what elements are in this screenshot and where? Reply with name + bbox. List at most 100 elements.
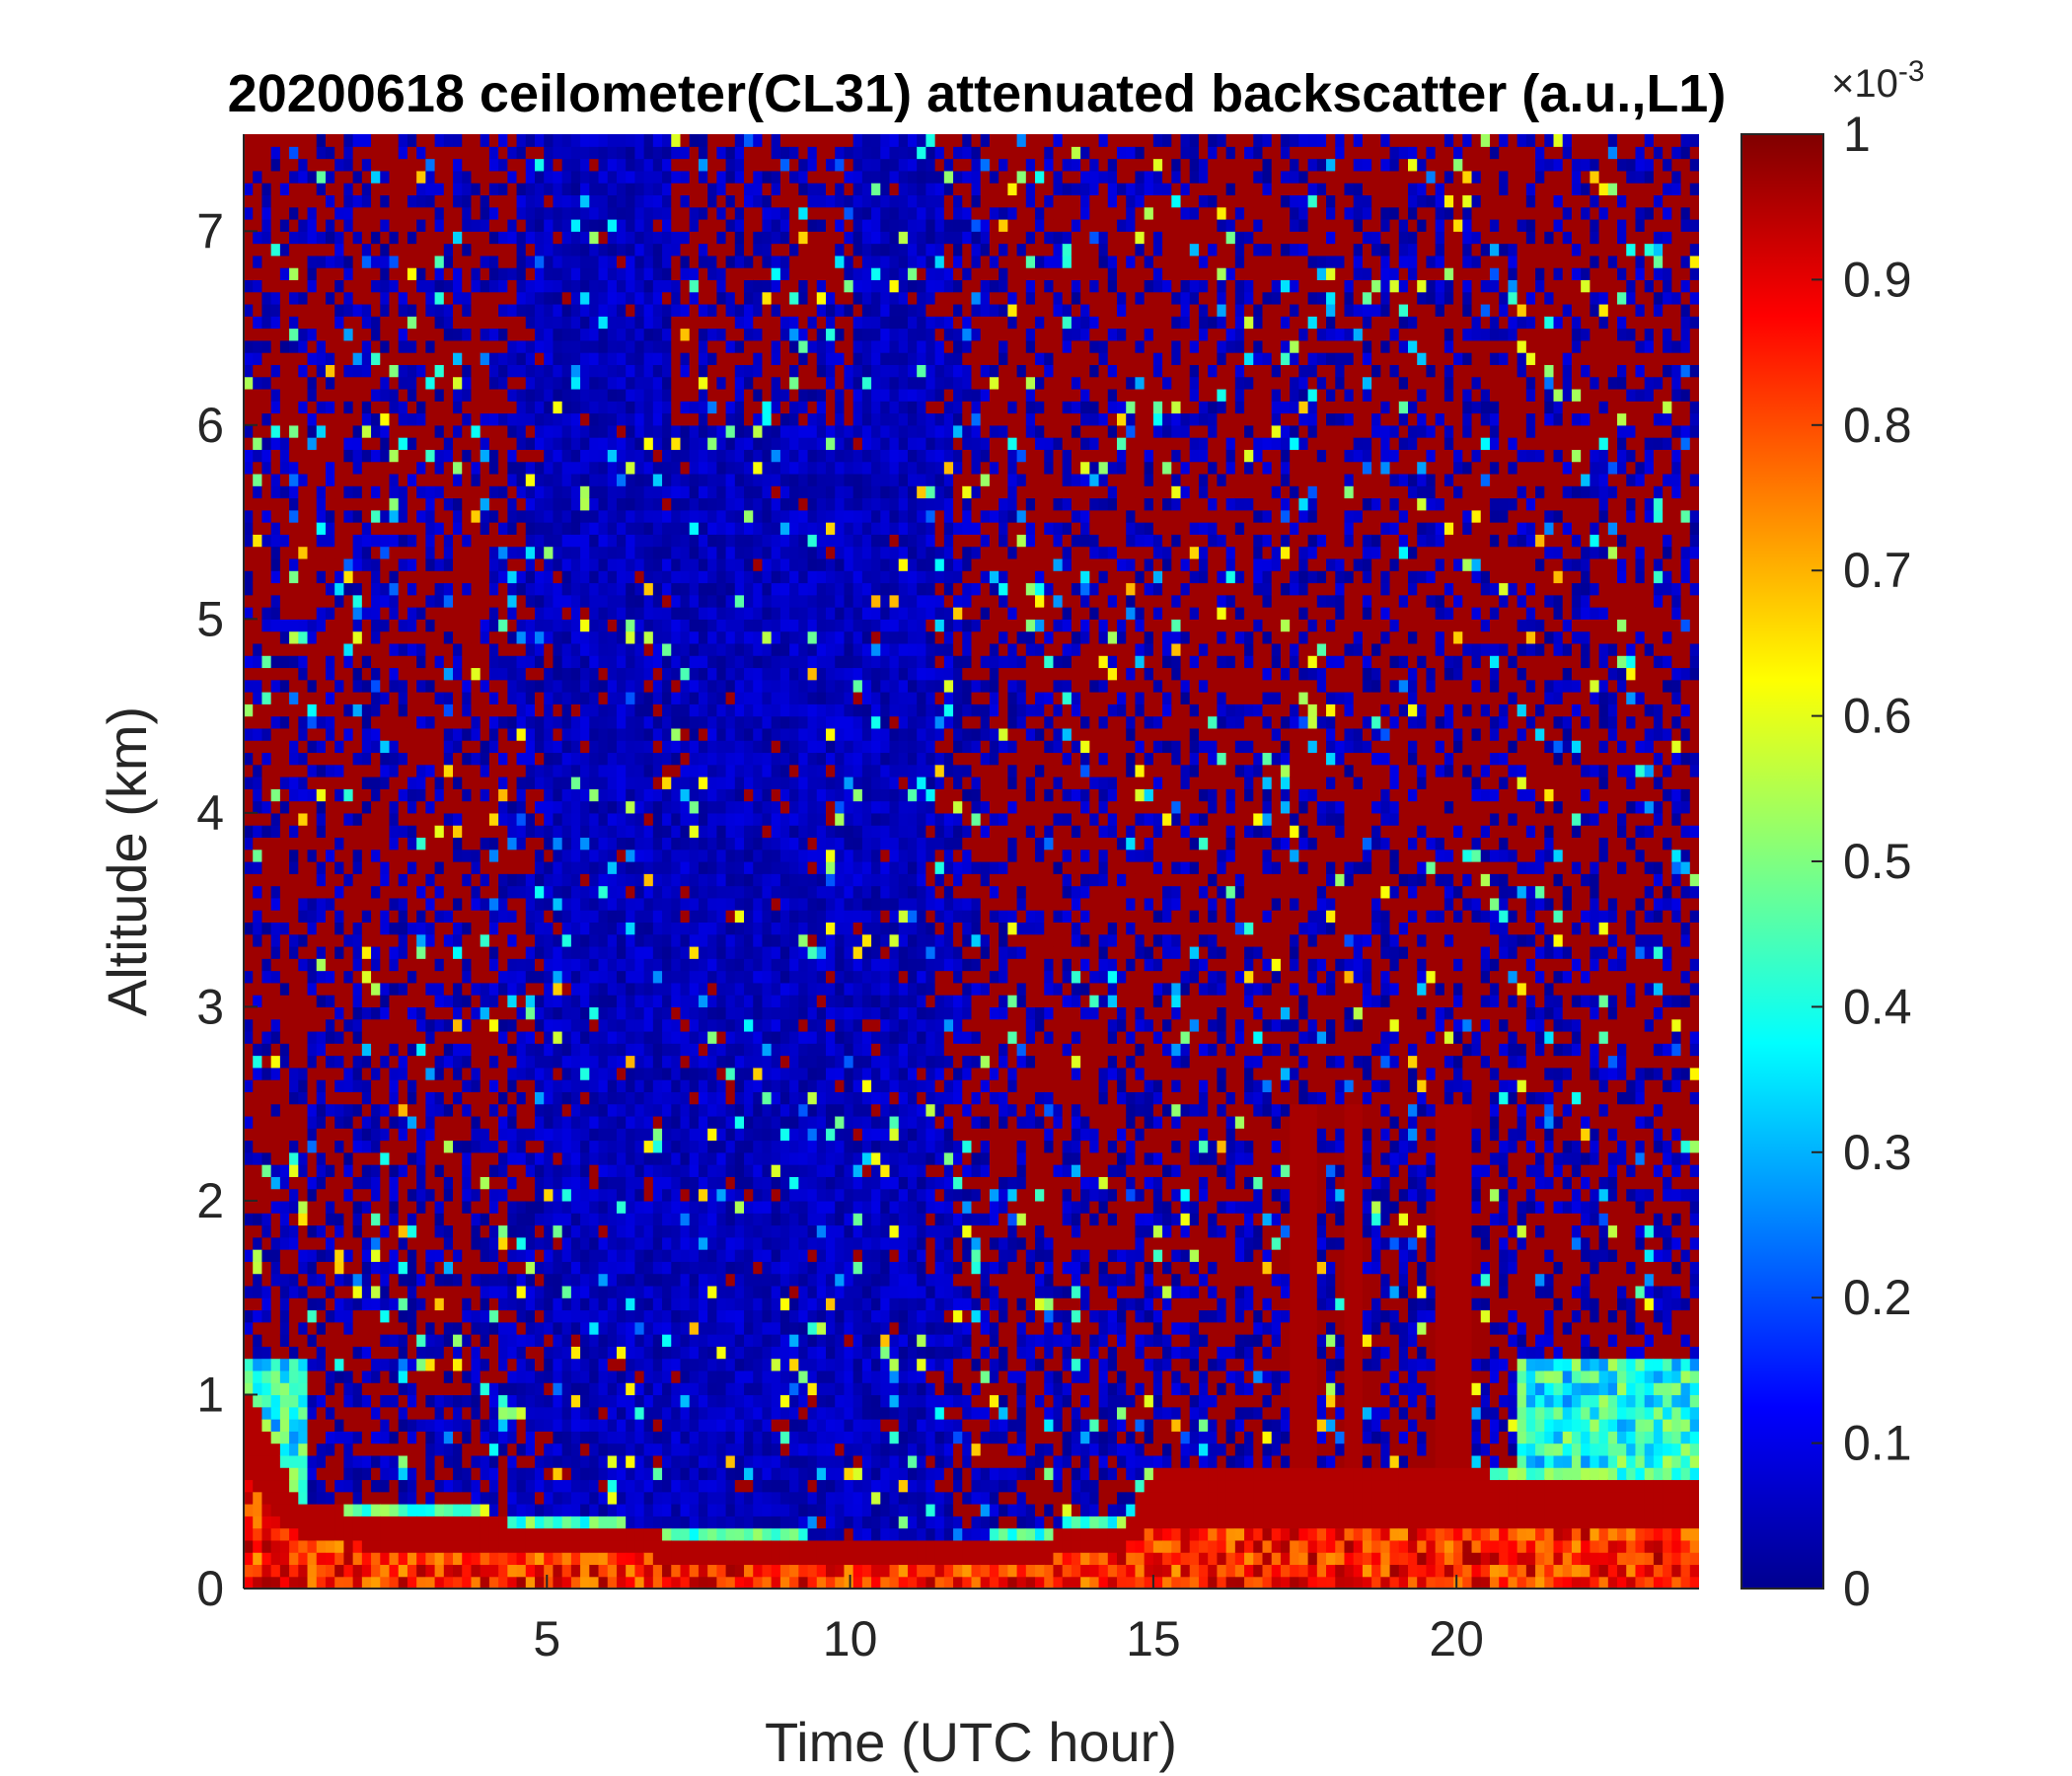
heatmap-cell <box>389 1067 400 1080</box>
heatmap-cell <box>443 873 454 887</box>
heatmap-cell <box>307 630 318 644</box>
heatmap-cell <box>443 788 454 802</box>
heatmap-cell <box>570 1346 581 1360</box>
heatmap-cell <box>389 1419 400 1432</box>
heatmap-cell <box>307 1358 318 1371</box>
heatmap-cell <box>516 1079 527 1092</box>
heatmap-cell <box>352 1055 363 1069</box>
heatmap-cell <box>398 570 408 584</box>
heatmap-cell <box>289 1176 299 1190</box>
heatmap-cell <box>270 619 281 632</box>
heatmap-cell <box>298 1334 309 1347</box>
heatmap-cell <box>471 316 481 330</box>
heatmap-cell <box>544 885 555 899</box>
heatmap-cell <box>307 837 318 851</box>
heatmap-cell <box>307 1321 318 1335</box>
heatmap-cell <box>453 1382 463 1396</box>
heatmap-cell <box>553 1369 563 1383</box>
heatmap-cell <box>261 607 272 620</box>
heatmap-cell <box>453 376 463 390</box>
heatmap-cell <box>398 1369 408 1383</box>
heatmap-cell <box>279 461 290 475</box>
heatmap-cell <box>462 303 473 317</box>
heatmap-cell <box>398 1382 408 1396</box>
heatmap-cell <box>480 1309 490 1323</box>
heatmap-cell <box>316 218 327 232</box>
heatmap-cell <box>589 692 600 704</box>
heatmap-cell <box>570 1297 581 1311</box>
heatmap-cell <box>570 1128 581 1142</box>
heatmap-cell <box>434 1479 445 1493</box>
heatmap-cell <box>462 1552 473 1566</box>
heatmap-cell <box>289 1479 299 1493</box>
heatmap-cell <box>598 388 609 402</box>
heatmap-cell <box>462 1224 473 1238</box>
heatmap-cell <box>553 970 563 984</box>
heatmap-cell <box>516 1576 527 1589</box>
heatmap-cell <box>416 352 426 365</box>
heatmap-cell <box>371 703 381 717</box>
heatmap-cell <box>480 1552 490 1566</box>
heatmap-cell <box>270 1140 281 1153</box>
heatmap-cell <box>307 1467 318 1481</box>
heatmap-cell <box>334 1454 345 1468</box>
heatmap-cell <box>352 267 363 280</box>
heatmap-cell <box>298 1539 309 1553</box>
heatmap-cell <box>570 255 581 268</box>
heatmap-cell <box>544 158 555 172</box>
heatmap-cell <box>507 134 518 147</box>
heatmap-cell <box>598 243 609 257</box>
heatmap-cell <box>325 1128 335 1142</box>
heatmap-cell <box>471 509 481 523</box>
heatmap-cell <box>471 1018 481 1032</box>
heatmap-cell <box>416 715 426 729</box>
heatmap-cell <box>407 667 417 681</box>
heatmap-cell <box>480 1261 490 1275</box>
heatmap-cell <box>498 861 508 874</box>
heatmap-cell <box>253 183 263 196</box>
heatmap-cell <box>389 1297 400 1311</box>
heatmap-cell <box>389 243 400 257</box>
heatmap-cell <box>488 703 499 717</box>
heatmap-cell <box>352 534 363 548</box>
heatmap-cell <box>407 364 417 378</box>
heatmap-cell <box>434 158 445 172</box>
heatmap-cell <box>589 303 600 317</box>
heatmap-cell <box>616 679 627 693</box>
heatmap-cell <box>462 764 473 777</box>
heatmap-cell <box>570 885 581 899</box>
heatmap-cell <box>488 679 499 693</box>
heatmap-cell <box>334 1018 345 1032</box>
heatmap-cell <box>462 922 473 935</box>
heatmap-cell <box>298 279 309 293</box>
heatmap-cell <box>425 752 436 766</box>
heatmap-cell <box>316 1213 327 1226</box>
heatmap-cell <box>525 692 536 704</box>
heatmap-cell <box>616 1176 627 1190</box>
heatmap-cell <box>544 1261 555 1275</box>
heatmap-cell <box>289 461 299 475</box>
heatmap-cell <box>425 279 436 293</box>
heatmap-cell <box>407 461 417 475</box>
heatmap-cell <box>416 316 426 330</box>
heatmap-cell <box>316 692 327 704</box>
heatmap-cell <box>361 910 372 924</box>
heatmap-cell <box>535 194 545 208</box>
heatmap-cell <box>398 910 408 924</box>
heatmap-cell <box>553 1188 563 1202</box>
heatmap-cell <box>325 412 335 426</box>
heatmap-cell <box>462 1200 473 1214</box>
heatmap-cell <box>580 1334 590 1347</box>
heatmap-cell <box>325 1539 335 1553</box>
heatmap-cell <box>434 1369 445 1383</box>
heatmap-cell <box>570 570 581 584</box>
heatmap-cell <box>425 376 436 390</box>
heatmap-cell <box>488 619 499 632</box>
heatmap-cell <box>325 970 335 984</box>
heatmap-cell <box>416 424 426 438</box>
heatmap-cell <box>407 194 417 208</box>
heatmap-cell <box>244 1431 254 1444</box>
heatmap-cell <box>425 1140 436 1153</box>
heatmap-cell <box>334 170 345 184</box>
heatmap-cell <box>389 1539 400 1553</box>
